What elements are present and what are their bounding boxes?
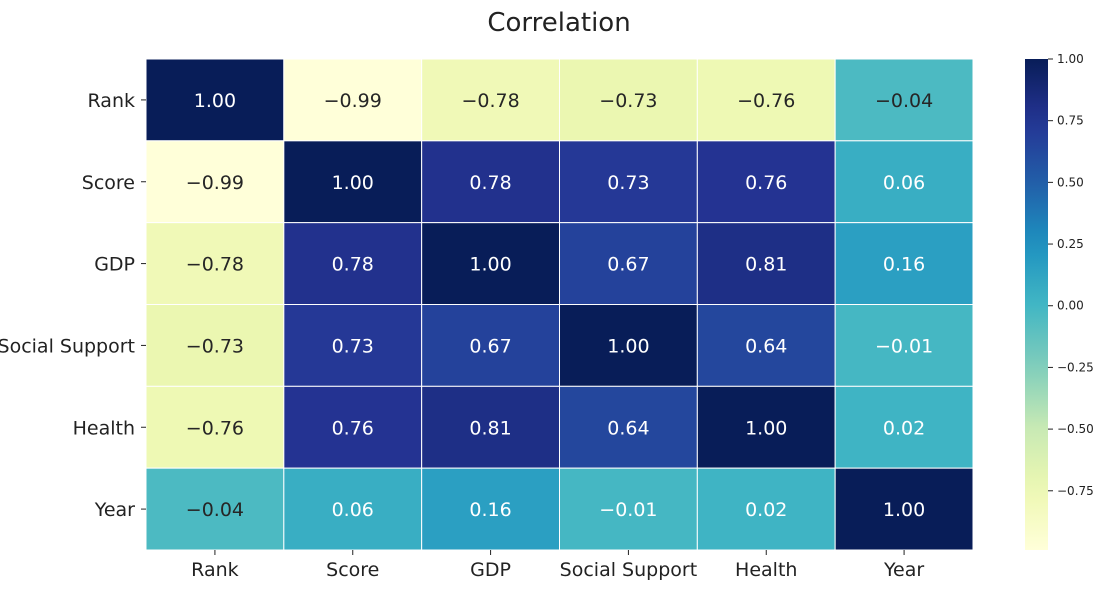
x-tick-label-gdp: GDP bbox=[470, 559, 511, 581]
cell-value-label: 0.76 bbox=[332, 417, 374, 439]
cell-value-label: −0.99 bbox=[186, 172, 244, 194]
cell-value-label: −0.04 bbox=[875, 90, 933, 112]
cell-value-label: −0.01 bbox=[875, 335, 933, 357]
x-axis: Rank Score GDP Social Support Health Year bbox=[191, 550, 924, 581]
heatmap-cell-score-year bbox=[834, 140, 974, 224]
cell-value-label: 0.16 bbox=[883, 254, 925, 276]
heatmap-cell-year-health bbox=[696, 467, 836, 551]
y-tick-label-social-support: Social Support bbox=[0, 335, 135, 357]
heatmap-cells: 1.00 −0.99 −0.78 −0.73 −0.76 −0.04 −0.99 1.00 0.… bbox=[145, 58, 974, 551]
heatmap-cell-gdp-rank bbox=[145, 222, 285, 306]
colorbar: 1.00 0.75 0.50 0.25 0.00 −0.25 −0.50 −0.75 bbox=[1025, 52, 1094, 550]
x-tick-label-year: Year bbox=[883, 559, 924, 581]
cell-value-label: 0.81 bbox=[469, 417, 511, 439]
colorbar-tick-label: −0.75 bbox=[1057, 484, 1094, 498]
cell-value-label: 1.00 bbox=[332, 172, 374, 194]
cell-value-label: 0.64 bbox=[745, 335, 787, 357]
y-tick-label-score: Score bbox=[82, 172, 135, 194]
cell-value-label: 0.16 bbox=[469, 499, 511, 521]
heatmap-cell-gdp-social-support bbox=[559, 222, 698, 306]
y-tick-label-year: Year bbox=[94, 499, 135, 521]
cell-value-label: 0.81 bbox=[745, 254, 787, 276]
heatmap-cell-rank-year bbox=[834, 58, 974, 142]
cell-value-label: −0.78 bbox=[461, 90, 519, 112]
cell-value-label: 1.00 bbox=[607, 335, 649, 357]
heatmap-cell-rank-social-support bbox=[559, 58, 698, 142]
cell-value-label: 0.73 bbox=[332, 335, 374, 357]
cell-value-label: −0.76 bbox=[186, 417, 244, 439]
cell-value-label: 0.06 bbox=[883, 172, 925, 194]
heatmap-cell-gdp-gdp bbox=[421, 222, 560, 306]
cell-value-label: −0.73 bbox=[599, 90, 657, 112]
cell-value-label: −0.99 bbox=[324, 90, 382, 112]
heatmap-cell-social-support-year bbox=[834, 304, 974, 387]
cell-value-label: −0.78 bbox=[186, 254, 244, 276]
heatmap-cell-health-gdp bbox=[421, 385, 560, 469]
heatmap-cell-social-support-score bbox=[283, 304, 423, 387]
cell-value-label: 1.00 bbox=[469, 254, 511, 276]
cell-value-label: 0.02 bbox=[883, 417, 925, 439]
y-tick-label-rank: Rank bbox=[88, 90, 135, 112]
heatmap-cell-social-support-social-support bbox=[559, 304, 698, 387]
x-tick-label-rank: Rank bbox=[191, 559, 238, 581]
heatmap-cell-rank-health bbox=[696, 58, 836, 142]
cell-value-label: 1.00 bbox=[745, 417, 787, 439]
heatmap-cell-rank-gdp bbox=[421, 58, 560, 142]
y-tick-label-gdp: GDP bbox=[94, 254, 135, 276]
cell-value-label: −0.76 bbox=[737, 90, 795, 112]
heatmap-cell-health-health bbox=[696, 385, 836, 469]
colorbar-tick-label: 1.00 bbox=[1057, 52, 1084, 66]
cell-value-label: 0.64 bbox=[607, 417, 649, 439]
y-tick-label-health: Health bbox=[73, 417, 135, 439]
y-axis: Rank Score GDP Social Support Health Year bbox=[0, 90, 146, 521]
colorbar-tick-label: 0.00 bbox=[1057, 299, 1084, 313]
heatmap-cell-year-rank bbox=[145, 467, 285, 551]
heatmap-cell-rank-score bbox=[283, 58, 423, 142]
colorbar-tick-label: 0.75 bbox=[1057, 114, 1084, 128]
x-tick-label-social-support: Social Support bbox=[560, 559, 697, 581]
heatmap-cell-social-support-rank bbox=[145, 304, 285, 387]
heatmap-cell-health-rank bbox=[145, 385, 285, 469]
colorbar-tick-label: 0.25 bbox=[1057, 237, 1084, 251]
cell-value-label: 0.67 bbox=[469, 335, 511, 357]
cell-value-label: 0.06 bbox=[332, 499, 374, 521]
cell-value-label: 0.78 bbox=[332, 254, 374, 276]
cell-value-label: −0.73 bbox=[186, 335, 244, 357]
colorbar-tick-label: 0.50 bbox=[1057, 175, 1084, 189]
colorbar-tick-label: −0.25 bbox=[1057, 360, 1094, 374]
cell-value-label: −0.04 bbox=[186, 499, 244, 521]
cell-value-label: −0.01 bbox=[599, 499, 657, 521]
heatmap-cell-health-year bbox=[834, 385, 974, 469]
heatmap-cell-gdp-year bbox=[834, 222, 974, 306]
x-tick-label-health: Health bbox=[735, 559, 797, 581]
cell-value-label: 0.78 bbox=[469, 172, 511, 194]
cell-value-label: 0.02 bbox=[745, 499, 787, 521]
heatmap-cell-health-social-support bbox=[559, 385, 698, 469]
colorbar-gradient bbox=[1025, 59, 1048, 550]
heatmap-cell-social-support-gdp bbox=[421, 304, 560, 387]
heatmap-cell-score-score bbox=[283, 140, 423, 224]
heatmap-cell-year-year bbox=[834, 467, 974, 551]
heatmap-cell-rank-rank bbox=[145, 58, 285, 142]
cell-value-label: 0.73 bbox=[607, 172, 649, 194]
cell-value-label: 1.00 bbox=[883, 499, 925, 521]
heatmap-cell-gdp-score bbox=[283, 222, 423, 306]
cell-value-label: 0.76 bbox=[745, 172, 787, 194]
heatmap-cell-score-social-support bbox=[559, 140, 698, 224]
x-tick-label-score: Score bbox=[326, 559, 379, 581]
heatmap-cell-social-support-health bbox=[696, 304, 836, 387]
heatmap-cell-gdp-health bbox=[696, 222, 836, 306]
cell-value-label: 0.67 bbox=[607, 254, 649, 276]
chart-title: Correlation bbox=[487, 8, 630, 38]
cell-value-label: 1.00 bbox=[194, 90, 236, 112]
colorbar-tick-label: −0.50 bbox=[1057, 422, 1094, 436]
